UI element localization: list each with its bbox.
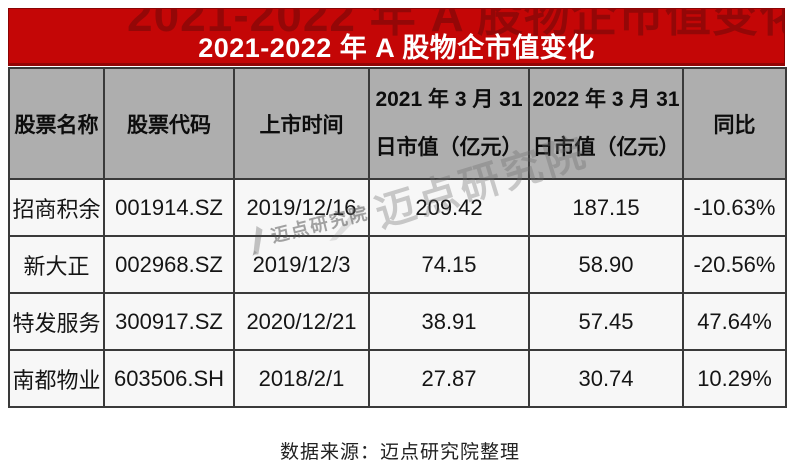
col-header-label-line1: 2022 年 3 月 31 (532, 87, 680, 111)
data-source-note: 数据来源：迈点研究院整理 (279, 442, 520, 463)
stock-code-cell: 002968.SZ (103, 235, 235, 294)
mv-2022-cell: 58.90 (528, 235, 684, 294)
header-row: 股票名称 股票代码 上市时间 2021 年 3 月 31 日市值（亿元） 202… (8, 67, 787, 180)
listing-date-cell: 2018/2/1 (233, 349, 370, 408)
mv-2021-cell: 38.91 (368, 292, 530, 351)
stock-name-cell: 南都物业 (8, 349, 105, 408)
stock-name-cell: 特发服务 (8, 292, 105, 351)
col-header-stock-name: 股票名称 (8, 67, 105, 180)
col-header-listing-date: 上市时间 (233, 67, 370, 180)
col-header-label: 上市时间 (259, 113, 344, 137)
col-header-yoy: 同比 (682, 67, 787, 180)
stock-code-cell: 300917.SZ (103, 292, 235, 351)
table-container: 股票名称 股票代码 上市时间 2021 年 3 月 31 日市值（亿元） 202… (8, 67, 787, 408)
yoy-cell: -20.56% (682, 235, 787, 294)
col-header-mv-2022: 2022 年 3 月 31 日市值（亿元） (528, 67, 684, 180)
table-row: 招商积余 001914.SZ 2019/12/16 209.42 187.15 … (8, 178, 787, 237)
mv-2021-cell: 209.42 (368, 178, 530, 237)
listing-date-cell: 2019/12/3 (233, 235, 370, 294)
market-value-table: 股票名称 股票代码 上市时间 2021 年 3 月 31 日市值（亿元） 202… (8, 67, 787, 408)
stock-name-cell: 招商积余 (8, 178, 105, 237)
col-header-label-line2: 日市值（亿元） (375, 135, 523, 159)
yoy-cell: 10.29% (682, 349, 787, 408)
listing-date-cell: 2019/12/16 (233, 178, 370, 237)
table-row: 特发服务 300917.SZ 2020/12/21 38.91 57.45 47… (8, 292, 787, 351)
mv-2021-cell: 74.15 (368, 235, 530, 294)
mv-2022-cell: 57.45 (528, 292, 684, 351)
col-header-label: 同比 (713, 113, 756, 137)
col-header-label-line2: 日市值（亿元） (532, 135, 680, 159)
mv-2022-cell: 187.15 (528, 178, 684, 237)
mv-2021-cell: 27.87 (368, 349, 530, 408)
page-title: 2021-2022 年 A 股物企市值变化 (198, 33, 595, 63)
yoy-cell: -10.63% (682, 178, 787, 237)
table-row: 南都物业 603506.SH 2018/2/1 27.87 30.74 10.2… (8, 349, 787, 408)
col-header-label-line1: 2021 年 3 月 31 (375, 87, 523, 111)
col-header-mv-2021: 2021 年 3 月 31 日市值（亿元） (368, 67, 530, 180)
table-row: 新大正 002968.SZ 2019/12/3 74.15 58.90 -20.… (8, 235, 787, 294)
stock-code-cell: 603506.SH (103, 349, 235, 408)
col-header-label: 股票名称 (14, 113, 99, 137)
title-banner: 2021-2022 年 A 股物企市值变化 2021-2022 年 A 股物企市… (8, 8, 785, 66)
yoy-cell: 47.64% (682, 292, 787, 351)
mv-2022-cell: 30.74 (528, 349, 684, 408)
stock-code-cell: 001914.SZ (103, 178, 235, 237)
col-header-label: 股票代码 (127, 113, 211, 137)
stock-name-cell: 新大正 (8, 235, 105, 294)
listing-date-cell: 2020/12/21 (233, 292, 370, 351)
banner-clipped-watermark-text: 2021-2022 年 A 股物企市值变化 (127, 8, 785, 41)
col-header-stock-code: 股票代码 (103, 67, 235, 180)
